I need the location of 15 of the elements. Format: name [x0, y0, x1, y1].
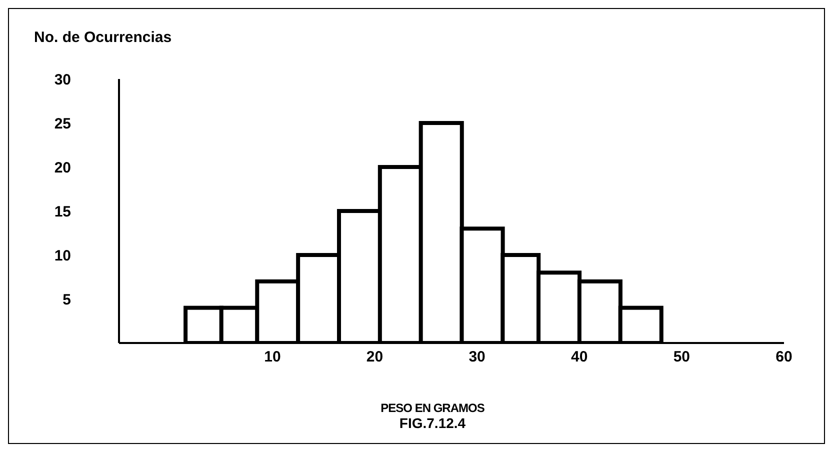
x-tick-label: 30: [468, 348, 486, 366]
y-tick-label: 30: [54, 71, 71, 88]
y-tick-label: 25: [54, 115, 71, 132]
y-tick-label: 15: [54, 203, 71, 220]
x-tick-label: 10: [264, 348, 281, 366]
x-tick-label: 50: [673, 348, 690, 366]
y-tick-label: 10: [54, 247, 71, 264]
y-tick-label: 5: [62, 291, 71, 308]
x-axis-title: PESO EN GRAMOS: [380, 401, 486, 416]
x-tick-label: 60: [776, 348, 792, 366]
caption: FIG.7.12.4: [398, 415, 467, 431]
x-tick-label: 20: [366, 348, 384, 366]
x-tick-label: 40: [571, 348, 588, 366]
y-tick-label: 20: [54, 159, 71, 176]
y-axis-title: No. de Ocurrencias: [34, 29, 172, 46]
